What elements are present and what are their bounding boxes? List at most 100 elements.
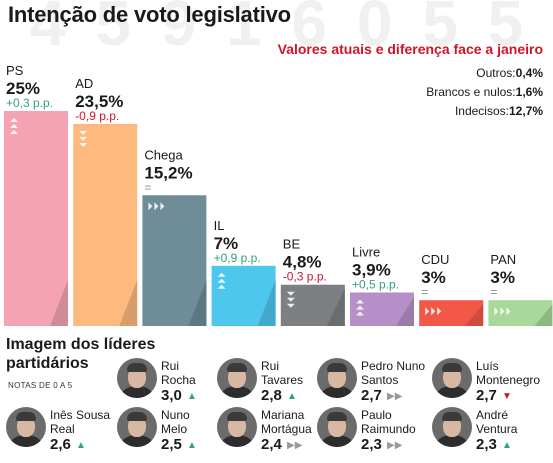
bar-arrow-mark — [437, 307, 442, 316]
bar-arrow-mark — [500, 307, 505, 316]
bar-ps — [4, 111, 68, 326]
page-title: Intenção de voto legislativo — [8, 2, 291, 27]
bar-group-pan: =3%PAN — [488, 252, 553, 326]
bar-arrow-mark — [160, 202, 165, 211]
bar-arrow-mark — [356, 305, 364, 310]
value-label-cdu: 3% — [421, 268, 446, 287]
leader-rui-rocha: Rui Rocha 3,0 ▲ — [117, 358, 227, 408]
bar-shadow-il — [257, 280, 276, 326]
bar-arrow-mark — [154, 202, 159, 211]
leader-name-line2: Real — [50, 422, 75, 436]
chart-subtitle: Valores atuais e diferença face a janeir… — [277, 41, 543, 57]
extra-label: Indecisos: — [454, 104, 509, 118]
bar-group-cdu: =3%CDU — [419, 252, 484, 326]
bar-arrow-mark — [286, 303, 295, 308]
leader-ines-sousa-real: Inês Sousa Real 2,6 ▲ — [6, 407, 116, 457]
bar-arrow-mark — [10, 118, 18, 122]
change-label-cdu: = — [421, 285, 428, 299]
leader-nuno-melo: Nuno Melo 2,5 ▲ — [117, 407, 227, 457]
extra-values: Outros:0,4% Brancos e nulos:1,6% Indecis… — [426, 64, 543, 121]
leader-andre-ventura: André Ventura 2,3 ▲ — [432, 407, 542, 457]
bar-group-livre: +0,5 p.p.3,9%Livre — [350, 244, 414, 326]
bar-group-chega: =15,2%Chega — [142, 147, 207, 326]
party-label-il: IL — [214, 218, 225, 233]
value-label-chega: 15,2% — [144, 163, 192, 182]
trend-up-icon: ▲ — [187, 440, 197, 451]
party-label-cdu: CDU — [421, 252, 449, 267]
bar-arrow-mark — [425, 307, 430, 316]
bar-arrow-mark — [79, 142, 88, 147]
bar-arrow-mark — [506, 307, 511, 316]
bar-group-ad: -0,9 p.p.23,5%AD — [73, 76, 138, 327]
avatar — [317, 407, 357, 447]
avatar — [217, 358, 257, 398]
party-label-be: BE — [283, 237, 301, 252]
leader-score: 2,5 — [161, 436, 182, 453]
bar-group-il: +0,9 p.p.7%IL — [211, 218, 276, 326]
bar-arrow-mark — [79, 130, 88, 135]
bar-group-ps: +0,3 p.p.25%PS — [4, 63, 68, 326]
leader-name-line2: Montenegro — [476, 373, 541, 387]
leader-name-line2: Mortágua — [261, 422, 312, 436]
bar-ad — [73, 123, 138, 327]
trend-flat-icon: ▶▶ — [387, 391, 403, 402]
bar-arrow-mark — [431, 307, 436, 316]
bar-arrow-mark — [10, 124, 18, 128]
leader-name-line2: Santos — [361, 373, 399, 387]
value-label-il: 7% — [214, 234, 239, 253]
trend-flat-icon: ▶▶ — [387, 440, 403, 451]
leader-rui-tavares: Rui Tavares 2,8 ▲ — [217, 358, 327, 408]
change-label-pan: = — [490, 285, 497, 299]
bar-group-be: -0,3 p.p.4,8%BE — [280, 237, 345, 326]
bar-shadow-chega — [188, 280, 207, 326]
extra-label: Brancos e nulos: — [426, 85, 516, 99]
bar-shadow-cdu — [465, 304, 484, 326]
extra-label: Outros: — [476, 66, 516, 80]
bar-arrow-mark — [217, 272, 226, 277]
value-label-livre: 3,9% — [352, 260, 391, 279]
change-label-ps: +0,3 p.p. — [6, 96, 53, 110]
value-label-pan: 3% — [490, 268, 515, 287]
leader-name-line1: Rui — [161, 359, 180, 373]
extra-outros: Outros:0,4% — [426, 64, 543, 83]
avatar — [432, 358, 472, 398]
bar-shadow-be — [326, 288, 345, 326]
bar-arrow-mark — [286, 291, 295, 296]
bar-arrow-mark — [79, 136, 88, 141]
trend-up-icon: ▲ — [76, 440, 86, 451]
leader-name-line2: Raimundo — [361, 422, 416, 436]
leader-name-line2: Melo — [161, 422, 188, 436]
leader-luis-montenegro: Luís Montenegro 2,7 ▼ — [432, 358, 542, 408]
leader-name-line1: Mariana — [261, 408, 305, 422]
bar-chega — [142, 195, 207, 326]
leader-score: 2,3 — [476, 436, 497, 453]
trend-up-icon: ▲ — [187, 391, 197, 402]
bar-shadow-ad — [119, 280, 138, 326]
leader-name-line2: Ventura — [476, 422, 518, 436]
party-label-livre: Livre — [352, 244, 380, 259]
party-label-chega: Chega — [144, 147, 183, 162]
trend-up-icon: ▲ — [287, 391, 297, 402]
bar-shadow-pan — [534, 304, 553, 326]
leader-name-line2: Tavares — [261, 373, 304, 387]
bar-arrow-mark — [356, 299, 364, 304]
change-label-livre: +0,5 p.p. — [352, 277, 399, 291]
leader-name-line1: André — [476, 408, 509, 422]
leader-name-line1: Paulo — [361, 408, 392, 422]
leader-name-line1: Nuno — [161, 408, 190, 422]
trend-flat-icon: ▶▶ — [287, 440, 303, 451]
avatar — [117, 358, 157, 398]
leader-score: 2,8 — [261, 387, 282, 404]
extra-value: 0,4% — [515, 66, 543, 80]
value-label-ps: 25% — [6, 79, 40, 98]
leader-paulo-raimundo: Paulo Raimundo 2,3 ▶▶ — [317, 407, 427, 457]
change-label-chega: = — [144, 180, 151, 194]
bar-arrow-mark — [356, 311, 364, 316]
leader-mariana-mortagua: Mariana Mortágua 2,4 ▶▶ — [217, 407, 327, 457]
avatar — [6, 407, 46, 447]
extra-brancos-nulos: Brancos e nulos:1,6% — [426, 83, 543, 102]
change-label-be: -0,3 p.p. — [283, 270, 327, 284]
value-label-ad: 23,5% — [75, 92, 123, 111]
leader-score: 2,4 — [261, 436, 282, 453]
background-watermark: 4 5 9 1 6 0 5 5 3 1 — [30, 0, 550, 59]
